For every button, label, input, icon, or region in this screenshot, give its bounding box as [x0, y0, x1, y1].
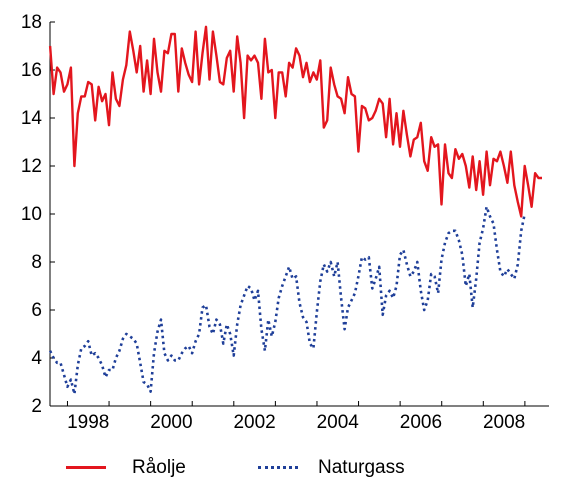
series-layer: [48, 25, 542, 396]
x-tick-label: 2006: [400, 412, 442, 433]
x-tick-label: 2002: [233, 412, 275, 433]
legend-swatch-naturgass: [258, 466, 298, 469]
legend: Råolje Naturgass: [0, 452, 576, 483]
y-tick-label: 14: [21, 108, 43, 129]
legend-label-naturgass: Naturgass: [318, 457, 405, 478]
y-tick-label: 18: [21, 12, 42, 33]
series-line-naturgass: [48, 205, 526, 396]
y-tick-label: 16: [21, 60, 42, 81]
y-tick-label: 8: [31, 252, 42, 273]
chart-axes: [49, 22, 549, 407]
legend-label-raolje: Råolje: [132, 457, 186, 478]
line-chart: 2 4 6 8 10 12 14 16 18 1998 2000 2002 2004 2006 2008: [21, 12, 549, 433]
x-tick-label: 2008: [483, 412, 525, 433]
x-axis-ticks: 1998 2000 2002 2004 2006 2008: [66, 401, 526, 433]
x-tick-label: 1998: [67, 412, 109, 433]
y-axis-ticks: 2 4 6 8 10 12 14 16 18: [21, 12, 55, 417]
x-tick-label: 2000: [150, 412, 192, 433]
x-tick-label: 2004: [317, 412, 360, 433]
y-tick-label: 4: [31, 348, 42, 369]
y-tick-label: 2: [31, 396, 42, 417]
series-line-raolje: [48, 25, 542, 218]
y-tick-label: 10: [21, 204, 42, 225]
y-tick-label: 12: [21, 156, 42, 177]
y-tick-label: 6: [31, 300, 42, 321]
legend-swatch-raolje: [66, 466, 106, 469]
